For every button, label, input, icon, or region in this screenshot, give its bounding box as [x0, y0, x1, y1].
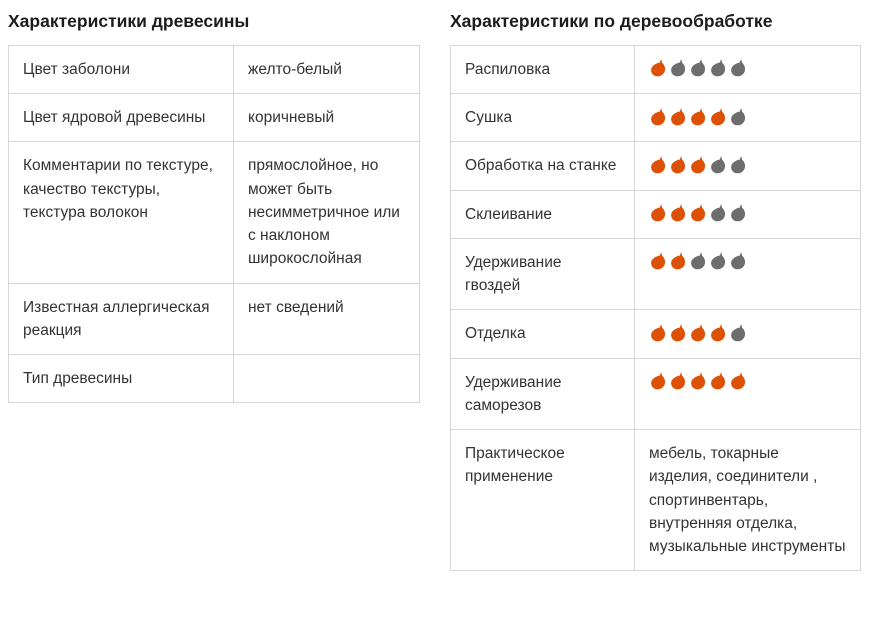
rating-leaves	[649, 203, 846, 225]
leaf-icon	[731, 59, 746, 77]
row-label: Тип древесины	[8, 353, 234, 404]
leaf-icon	[691, 252, 706, 270]
leaf-icon	[731, 252, 746, 270]
rating-leaves	[649, 322, 846, 344]
leaf-icon	[651, 107, 666, 125]
woodworking-characteristics-section: Характеристики по деревообработке Распил…	[450, 6, 861, 572]
table-row: Тип древесины	[8, 353, 420, 404]
leaf-icon	[731, 156, 746, 174]
row-rating	[634, 189, 861, 239]
leaf-icon	[651, 372, 666, 390]
table-row: Цвет заболони желто-белый	[8, 44, 420, 95]
row-value	[233, 353, 420, 404]
leaf-icon	[691, 107, 706, 125]
wood-characteristics-table: Цвет заболони желто-белый Цвет ядровой д…	[8, 44, 420, 404]
table-row: Удерживание гвоздей	[450, 237, 861, 311]
row-label: Отделка	[450, 309, 635, 359]
leaf-icon	[711, 252, 726, 270]
table-row: Комментарии по текстуре, качество тексту…	[8, 141, 420, 284]
rating-leaves	[649, 251, 846, 273]
table-row: Сушка	[450, 92, 861, 143]
row-label: Известная аллергическая реакция	[8, 282, 234, 355]
leaf-icon	[691, 204, 706, 222]
wood-characteristics-title: Характеристики древесины	[8, 11, 250, 31]
leaf-icon	[711, 107, 726, 125]
woodworking-characteristics-title: Характеристики по деревообработке	[450, 11, 773, 31]
page: Характеристики древесины Цвет заболони ж…	[8, 6, 861, 572]
rating-leaves	[649, 58, 846, 80]
leaf-icon	[711, 156, 726, 174]
row-label: Обработка на станке	[450, 141, 635, 191]
leaf-icon	[651, 252, 666, 270]
leaf-icon	[671, 204, 686, 222]
table-row: Известная аллергическая реакция нет свед…	[8, 282, 420, 355]
row-label: Распиловка	[450, 44, 635, 95]
leaf-icon	[711, 59, 726, 77]
leaf-icon	[671, 372, 686, 390]
row-label: Цвет ядровой древесины	[8, 92, 234, 143]
leaf-icon	[671, 156, 686, 174]
leaf-icon	[651, 204, 666, 222]
table-row: Распиловка	[450, 44, 861, 95]
row-rating	[634, 309, 861, 359]
leaf-icon	[651, 59, 666, 77]
leaf-icon	[711, 204, 726, 222]
table-row: Удерживание саморезов	[450, 357, 861, 430]
row-rating	[634, 141, 861, 191]
leaf-icon	[711, 324, 726, 342]
wood-characteristics-section: Характеристики древесины Цвет заболони ж…	[8, 6, 420, 571]
row-label: Цвет заболони	[8, 44, 234, 95]
leaf-icon	[651, 156, 666, 174]
row-value: мебель, токарные изделия, соединители , …	[634, 428, 861, 572]
row-value: желто-белый	[233, 44, 420, 95]
woodworking-characteristics-table: Распиловка Сушка Обработка на станке	[450, 44, 861, 572]
leaf-icon	[731, 107, 746, 125]
row-rating	[634, 357, 861, 430]
leaf-icon	[691, 156, 706, 174]
row-rating	[634, 44, 861, 95]
row-label: Склеивание	[450, 189, 635, 239]
row-label: Сушка	[450, 92, 635, 143]
leaf-icon	[711, 372, 726, 390]
row-label: Комментарии по текстуре, качество тексту…	[8, 141, 234, 284]
row-value: коричневый	[233, 92, 420, 143]
leaf-icon	[731, 204, 746, 222]
row-label: Удерживание гвоздей	[450, 237, 635, 311]
row-value: нет сведений	[233, 282, 420, 355]
leaf-icon	[651, 324, 666, 342]
table-row: Обработка на станке	[450, 141, 861, 191]
leaf-icon	[671, 107, 686, 125]
leaf-icon	[691, 324, 706, 342]
leaf-icon	[691, 59, 706, 77]
leaf-icon	[691, 372, 706, 390]
rating-leaves	[649, 106, 846, 128]
table-row: Склеивание	[450, 189, 861, 239]
row-value: прямослойное, но может быть несимметричн…	[233, 141, 420, 284]
row-label: Практическое применение	[450, 428, 635, 572]
table-row: Отделка	[450, 309, 861, 359]
row-label: Удерживание саморезов	[450, 357, 635, 430]
leaf-icon	[671, 252, 686, 270]
table-row: Цвет ядровой древесины коричневый	[8, 92, 420, 143]
leaf-icon	[671, 324, 686, 342]
leaf-icon	[731, 324, 746, 342]
rating-leaves	[649, 154, 846, 176]
row-rating	[634, 92, 861, 143]
row-rating	[634, 237, 861, 311]
leaf-icon	[671, 59, 686, 77]
table-row: Практическое применение мебель, токарные…	[450, 428, 861, 572]
rating-leaves	[649, 371, 846, 393]
leaf-icon	[731, 372, 746, 390]
